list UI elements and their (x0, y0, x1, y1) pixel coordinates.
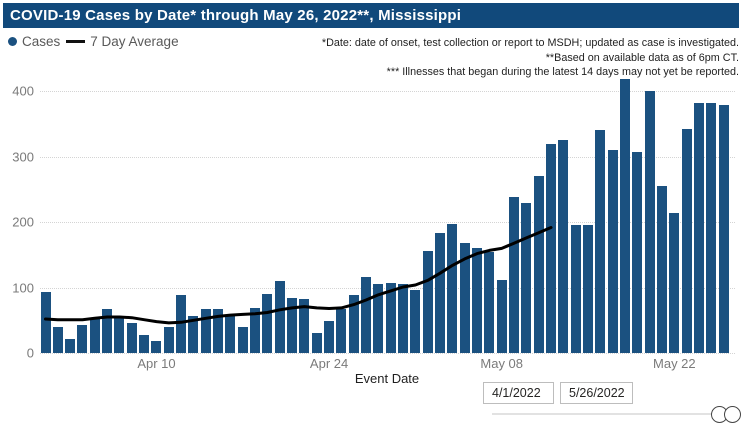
y-axis-tick-label: 300 (12, 149, 34, 165)
case-bar[interactable] (435, 232, 446, 353)
date-slider-track[interactable] (492, 413, 712, 415)
case-bar[interactable] (398, 284, 409, 353)
case-bar[interactable] (472, 248, 483, 353)
case-bar[interactable] (65, 338, 76, 353)
start-date-input[interactable] (483, 382, 554, 404)
case-bar[interactable] (459, 243, 470, 353)
case-bar[interactable] (632, 152, 643, 353)
case-bar[interactable] (644, 90, 655, 353)
case-bar[interactable] (151, 341, 162, 353)
chart-title: COVID-19 Cases by Date* through May 26, … (10, 7, 462, 24)
case-bar[interactable] (126, 322, 137, 353)
case-bar[interactable] (607, 150, 618, 353)
legend-7-day-average-label: 7 Day Average (90, 33, 179, 49)
case-bar[interactable] (262, 294, 273, 353)
case-bar[interactable] (718, 105, 729, 353)
cases-dot-icon (8, 36, 17, 46)
case-bar[interactable] (422, 251, 433, 353)
case-bar[interactable] (225, 315, 236, 353)
gridline-y-300 (40, 156, 735, 158)
case-bar[interactable] (410, 290, 421, 353)
case-bar[interactable] (139, 334, 150, 353)
case-bar[interactable] (361, 277, 372, 353)
footnote-reporting-lag: *** Illnesses that began during the late… (386, 66, 739, 78)
y-axis-tick-label: 0 (26, 345, 34, 361)
case-bar[interactable] (509, 197, 520, 353)
case-bar[interactable] (188, 315, 199, 353)
case-bar[interactable] (681, 128, 692, 353)
legend-cases-label: Cases (22, 33, 61, 49)
gridline-y-400 (40, 91, 735, 93)
case-bar[interactable] (546, 143, 557, 353)
case-bar[interactable] (89, 318, 100, 353)
case-bar[interactable] (533, 175, 544, 353)
case-bar[interactable] (237, 326, 248, 353)
case-bar[interactable] (385, 283, 396, 353)
end-date-input[interactable] (560, 382, 633, 404)
case-bar[interactable] (447, 223, 458, 353)
case-bar[interactable] (595, 130, 606, 353)
case-bar[interactable] (521, 202, 532, 353)
seven-day-average-line-icon (66, 39, 86, 43)
case-bar[interactable] (311, 333, 322, 353)
case-bar[interactable] (336, 308, 347, 353)
gridline-y-0 (40, 353, 735, 354)
y-axis-tick-label: 100 (12, 280, 34, 296)
case-bar[interactable] (693, 102, 704, 353)
case-bar[interactable] (274, 281, 285, 353)
footnote-annotations: *Date: date of onset, test collection or… (322, 36, 739, 80)
case-bar[interactable] (213, 309, 224, 353)
case-bar[interactable] (620, 79, 630, 353)
case-bar[interactable] (669, 213, 680, 353)
x-axis-tick-label: May 08 (480, 356, 524, 371)
case-bar[interactable] (102, 308, 113, 353)
chart-legend: Cases 7 Day Average (8, 32, 179, 50)
footnote-data-as-of: **Based on available data as of 6pm CT. (545, 51, 739, 64)
case-bar[interactable] (484, 251, 495, 353)
case-bar[interactable] (706, 103, 717, 353)
case-bar[interactable] (287, 298, 298, 353)
case-bar[interactable] (200, 309, 211, 353)
y-axis-tick-label: 400 (12, 83, 34, 99)
case-bar[interactable] (114, 317, 125, 353)
y-axis-tick-label: 200 (12, 214, 34, 230)
x-axis-tick-label: Apr 10 (137, 356, 176, 371)
date-slider-handle-end[interactable] (724, 406, 741, 423)
case-bar[interactable] (373, 283, 384, 353)
case-bar[interactable] (657, 185, 667, 353)
case-bar[interactable] (40, 292, 51, 353)
case-bar[interactable] (77, 324, 88, 353)
case-bar[interactable] (348, 294, 359, 353)
case-bar[interactable] (583, 224, 594, 353)
x-axis-tick-label: Apr 24 (309, 356, 349, 371)
chart-title-bar: COVID-19 Cases by Date* through May 26, … (3, 3, 739, 28)
x-axis-tick-label: May 22 (653, 356, 696, 371)
case-bar[interactable] (163, 326, 174, 353)
legend-item-cases[interactable]: Cases (8, 34, 60, 49)
case-bar[interactable] (250, 307, 261, 353)
case-bar[interactable] (299, 299, 310, 353)
legend-item-7-day-average[interactable]: 7 Day Average (66, 33, 179, 49)
case-bar[interactable] (52, 326, 63, 353)
case-bar[interactable] (496, 279, 507, 353)
case-bar[interactable] (324, 320, 335, 353)
case-bar[interactable] (176, 294, 187, 353)
case-bar[interactable] (558, 139, 569, 353)
footnote-date-definition: *Date: date of onset, test collection or… (321, 37, 739, 49)
gridline-y-200 (40, 222, 735, 224)
x-axis-title: Event Date (354, 371, 420, 386)
case-bar[interactable] (570, 224, 581, 353)
